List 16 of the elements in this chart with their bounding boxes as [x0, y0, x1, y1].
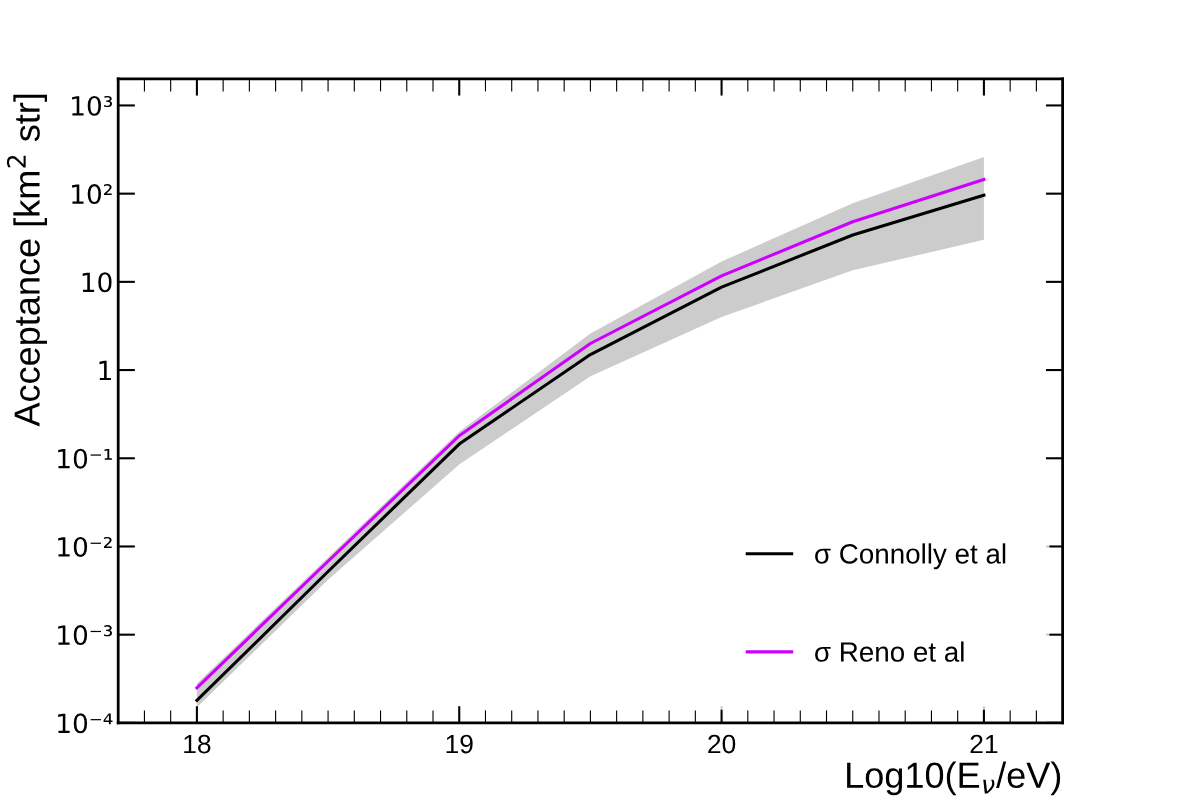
legend-label: σ Reno et al	[815, 641, 964, 662]
y-tick-label: 10⁻²	[58, 536, 112, 557]
y-tick-label: 1	[99, 360, 111, 381]
y-tick-label: 10⁻¹	[58, 448, 112, 469]
legend-label: σ Connolly et al	[815, 543, 1006, 570]
y-tick-label: 10²	[72, 184, 112, 205]
y-tick-label: 10⁻⁴	[58, 713, 113, 734]
x-tick-label: 21	[970, 734, 998, 754]
y-tick-label: 10⁻³	[58, 625, 112, 646]
x-axis-title: Log10(E$_{ν}$/eV)	[847, 761, 1061, 796]
x-tick-label: 20	[708, 734, 736, 754]
y-axis-title: Acceptance [km$^{2}$ str]	[6, 94, 47, 427]
x-tick-label: 19	[446, 734, 473, 754]
x-tick-label: 18	[184, 734, 211, 754]
y-tick-label: 10	[82, 272, 112, 293]
y-tick-label: 10³	[72, 95, 112, 116]
